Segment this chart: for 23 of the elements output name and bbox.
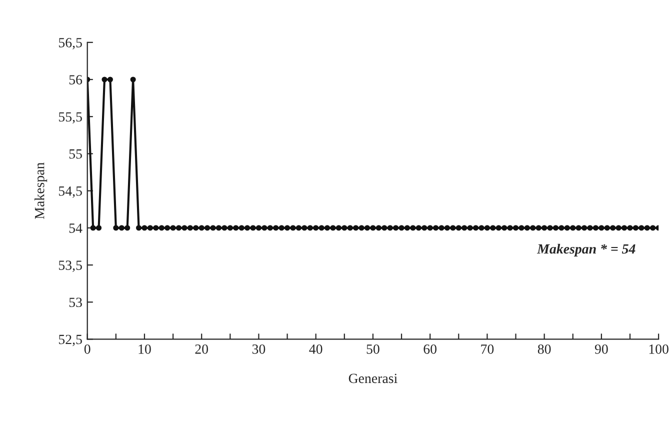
x-tick-label: 20 bbox=[195, 344, 208, 354]
x-tick-label: 90 bbox=[594, 344, 608, 354]
x-axis-title: Generasi bbox=[348, 374, 398, 384]
y-tick-label: 53 bbox=[69, 298, 82, 308]
y-tick-label: 56 bbox=[69, 75, 82, 84]
y-tick-label: 52,5 bbox=[59, 334, 82, 346]
y-axis-title: Makespan bbox=[34, 162, 48, 219]
x-tick-label: 60 bbox=[424, 344, 436, 354]
annotation: Makespan * = 54 bbox=[536, 244, 636, 256]
x-tick-label: 10 bbox=[138, 344, 151, 354]
x-tick-label: 100 bbox=[649, 344, 668, 354]
y-tick-label: 56,5 bbox=[59, 38, 82, 50]
y-tick-label: 54,5 bbox=[59, 186, 82, 198]
x-tick-label: 80 bbox=[538, 344, 551, 354]
y-tick-label: 55,5 bbox=[59, 112, 82, 124]
x-tick-label: 50 bbox=[366, 344, 380, 354]
y-tick-label: 54 bbox=[69, 224, 82, 233]
y-tick-label: 55 bbox=[69, 149, 82, 159]
x-tick-label: 30 bbox=[252, 344, 266, 354]
x-tick-label: 40 bbox=[309, 344, 322, 354]
x-tick-label: 0 bbox=[84, 344, 90, 354]
x-tick-label: 70 bbox=[481, 344, 494, 354]
y-tick-label: 53,5 bbox=[59, 260, 82, 272]
